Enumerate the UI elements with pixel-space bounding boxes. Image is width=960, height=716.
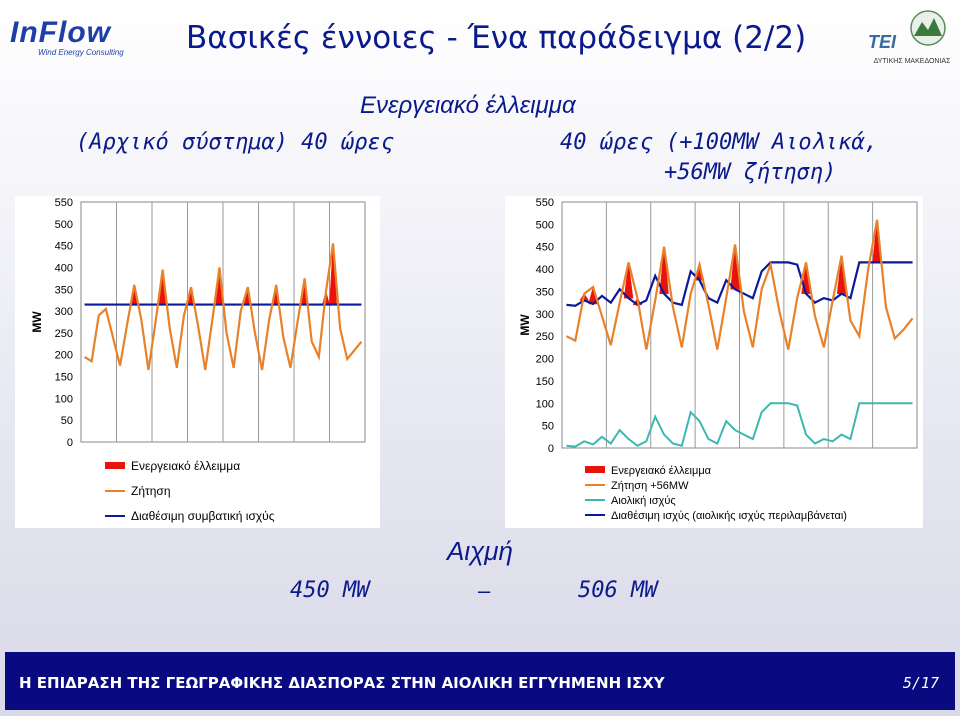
inflow-logo-text: InFlow <box>10 16 111 49</box>
y-tick-label: 550 <box>55 197 73 209</box>
legend-label: Ενεργειακό έλλειμμα <box>131 459 240 473</box>
subtitle: Ενεργειακό έλλειμμα <box>360 92 576 119</box>
y-tick-label: 100 <box>536 398 554 410</box>
y-tick-label: 300 <box>536 309 554 321</box>
peak-left-value: 450 MW <box>290 578 370 603</box>
left-chart-panel: 0 50 100 150 200 250 300 350 400 450 500 550 MW Ενεργ… <box>15 196 380 528</box>
right-chart-panel: 0 50 100 150 200 250 300 350 400 450 500 550 MW Ενεργ… <box>505 196 923 528</box>
page-number: 5/17 <box>902 674 939 692</box>
y-tick-label: 0 <box>67 437 73 449</box>
legend-label: Ζήτηση <box>131 484 171 498</box>
legend-label: Διαθέσιμη συμβατική ισχύς <box>131 509 275 523</box>
y-tick-label: 500 <box>536 219 554 231</box>
tei-logo-emblem <box>910 10 946 46</box>
y-tick-label: 250 <box>536 331 554 343</box>
right-chart-caption-line2: +56MW ζήτηση) <box>664 160 837 185</box>
legend-swatch-deficit <box>585 466 605 473</box>
legend-swatch-deficit <box>105 462 125 469</box>
inflow-logo: InFlow Wind Energy Consulting <box>10 18 150 62</box>
tei-logo-name: ΔΥΤΙΚΗΣ ΜΑΚΕΔΟΝΙΑΣ <box>873 58 951 65</box>
legend-label: Ενεργειακό έλλειμμα <box>611 465 712 477</box>
y-tick-label: 50 <box>542 421 554 433</box>
available-capacity-line <box>566 261 913 307</box>
left-chart: 0 50 100 150 200 250 300 350 400 450 500 550 MW Ενεργ… <box>30 197 366 523</box>
y-tick-label: 450 <box>55 241 73 253</box>
y-tick-label: 550 <box>536 197 554 209</box>
demand-line <box>565 219 914 350</box>
legend-label: Αιολική ισχύς <box>611 495 676 507</box>
y-tick-label: 400 <box>55 262 73 274</box>
y-tick-label: 200 <box>536 354 554 366</box>
y-axis-label: MW <box>30 311 44 333</box>
footer-title: Η ΕΠΙΔΡΑΣΗ ΤΗΣ ΓΕΩΓΡΑΦΙΚΗΣ ΔΙΑΣΠΟΡΑΣ ΣΤΗ… <box>19 674 665 692</box>
peak-right-value: 506 MW <box>578 578 658 603</box>
y-tick-label: 150 <box>55 372 73 384</box>
y-tick-label: 400 <box>536 264 554 276</box>
right-chart-caption-line1: 40 ώρες (+100MW Αιολικά, <box>560 130 878 155</box>
y-tick-label: 50 <box>61 415 73 427</box>
y-tick-label: 250 <box>55 328 73 340</box>
legend-label: Διαθέσιμη ισχύς (αιολικής ισχύς περιλαμβ… <box>611 510 847 522</box>
left-chart-caption: (Αρχικό σύστημα) 40 ώρες <box>76 130 394 155</box>
tei-logo-abbr: TEI <box>868 32 897 52</box>
y-tick-label: 450 <box>536 242 554 254</box>
inflow-logo-tagline: Wind Energy Consulting <box>38 48 124 57</box>
slide-title: Βασικές έννοιες - Ένα παράδειγμα (2/2) <box>186 20 807 56</box>
tei-logo: TEI ΔΥΤΙΚΗΣ ΜΑΚΕΔΟΝΙΑΣ <box>868 6 956 78</box>
y-tick-label: 100 <box>55 393 73 405</box>
y-axis-label: MW <box>518 314 532 336</box>
y-tick-label: 350 <box>55 284 73 296</box>
peak-label: Αιχμή <box>447 536 513 566</box>
y-tick-label: 350 <box>536 286 554 298</box>
demand-line <box>83 243 363 371</box>
peak-dash: – <box>478 578 491 603</box>
y-tick-label: 500 <box>55 219 73 231</box>
footer-bar: Η ΕΠΙΔΡΑΣΗ ΤΗΣ ΓΕΩΓΡΑΦΙΚΗΣ ΔΙΑΣΠΟΡΑΣ ΣΤΗ… <box>5 652 955 710</box>
right-chart: 0 50 100 150 200 250 300 350 400 450 500 550 MW Ενεργ… <box>518 197 918 522</box>
y-tick-label: 150 <box>536 376 554 388</box>
y-tick-label: 200 <box>55 350 73 362</box>
y-tick-label: 0 <box>548 443 554 455</box>
wind-power-line <box>566 402 913 448</box>
y-tick-label: 300 <box>55 306 73 318</box>
legend-label: Ζήτηση +56MW <box>611 480 689 492</box>
